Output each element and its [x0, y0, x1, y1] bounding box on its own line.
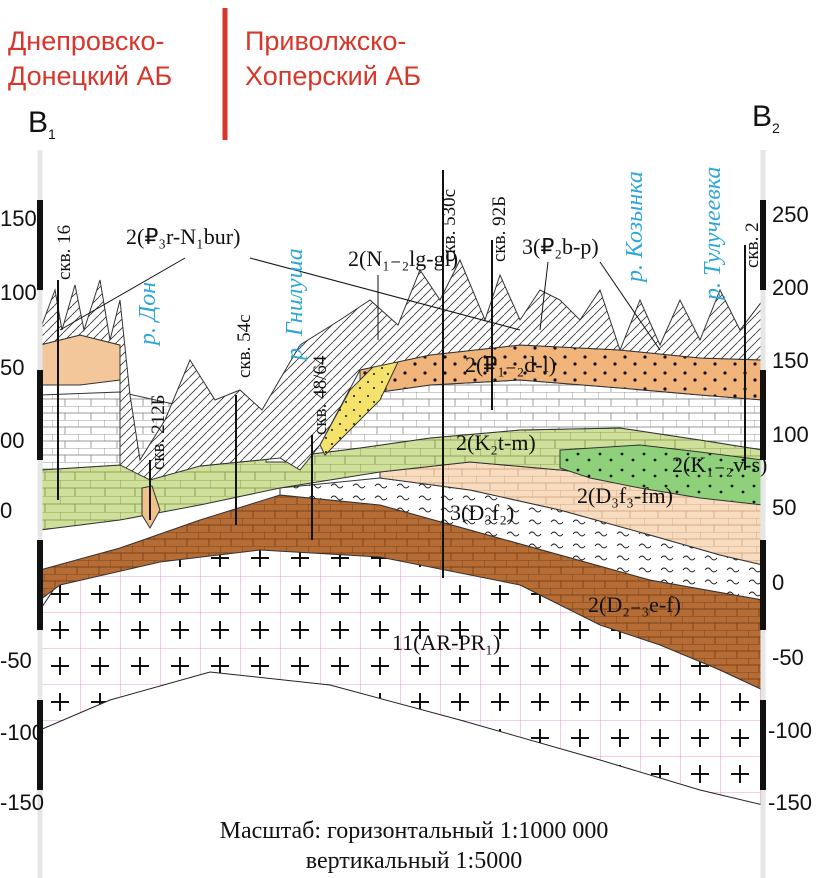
right-tick-150: 150 [772, 348, 809, 373]
left-basin-line-2: Донецкий АБ [8, 61, 173, 91]
left-tick-50: 50 [0, 355, 24, 380]
right-tick-100: 100 [772, 422, 809, 447]
label-p12-dl: 2(₽₁₋₂d-l) [465, 352, 556, 377]
label-p2-bp: 3(₽₂b-p) [522, 234, 599, 259]
left-basin-title: Днепровско- Донецкий АБ [8, 24, 172, 94]
left-tick-m50: -50 [0, 648, 32, 673]
left-tick-m150: -150 [0, 790, 44, 815]
right-basin-title: Приволжско- Хоперский АБ [245, 24, 421, 94]
leader-p2bp [539, 261, 549, 331]
right-tick-50: 50 [772, 495, 796, 520]
right-tick-m100: -100 [768, 718, 812, 743]
right-tick-200: 200 [772, 275, 809, 300]
well-label-16: скв. 16 [54, 225, 75, 280]
right-tick-m50: -50 [772, 645, 804, 670]
right-tick-m150: -150 [768, 790, 812, 815]
label-p3-bur: 2(₽₃r-N₁bur) [126, 224, 240, 249]
leader-p3-bur [249, 257, 521, 331]
label-d3-f2: 3(D₃f₂) [450, 500, 514, 525]
river-label-don: р. Дон [135, 282, 161, 347]
label-k2-tm: 2(K₂t-m) [456, 430, 536, 455]
section-end-right: B2 [752, 100, 780, 136]
right-tick-0: 0 [772, 570, 784, 595]
right-tick-250: 250 [772, 202, 809, 227]
leader-p2bp-2 [599, 261, 661, 351]
well-label-48-64: скв. 48/64 [310, 355, 331, 435]
leader-p3-bur-2 [59, 257, 186, 331]
label-k12-vs: 2(K₁₋₂v-s) [672, 452, 767, 477]
right-basin-line-2: Хоперский АБ [245, 61, 422, 91]
well-label-92b: скв. 92Б [489, 196, 510, 262]
left-tick-100: 100 [0, 280, 37, 305]
relief-peaks [39, 258, 764, 481]
section-end-left: B1 [28, 106, 56, 142]
stratum-yellow-sand [319, 359, 399, 456]
label-d23-ef: 2(D₂₋₃e-f) [588, 592, 681, 617]
well-label-212b: скв. 212Б [148, 394, 169, 470]
label-ar-pr: 11(AR-PR₁) [392, 630, 500, 655]
label-n12-lggl: 2(N₁₋₂lg-gl) [348, 246, 458, 271]
well-label-530c: скв. 530с [439, 189, 460, 262]
scale-horizontal: Масштаб: горизонтальный 1:1000 000 [219, 818, 609, 844]
left-tick-150: 150 [0, 206, 37, 231]
label-d3-f3fm: 2(D₃f₃-fm) [577, 483, 673, 508]
right-basin-line-1: Приволжско- [245, 26, 407, 56]
left-tick-0: 0 [0, 498, 12, 523]
left-tick-m100: -100 [0, 720, 44, 745]
well-label-54c: скв. 54с [234, 314, 255, 378]
scale-vertical: вертикальный 1:5000 [305, 848, 523, 874]
well-label-2: скв. 2 [742, 222, 763, 268]
river-label-kozynka: р. Козынка [622, 171, 648, 284]
river-label-gnilusha: р. Гнилуша [282, 248, 308, 362]
stratum-k12-vs [559, 444, 764, 506]
river-label-tulucheevka: р. Тулучеевка [700, 167, 726, 302]
left-tick-00: 00 [0, 428, 24, 453]
left-basin-line-1: Днепровско- [8, 26, 165, 56]
